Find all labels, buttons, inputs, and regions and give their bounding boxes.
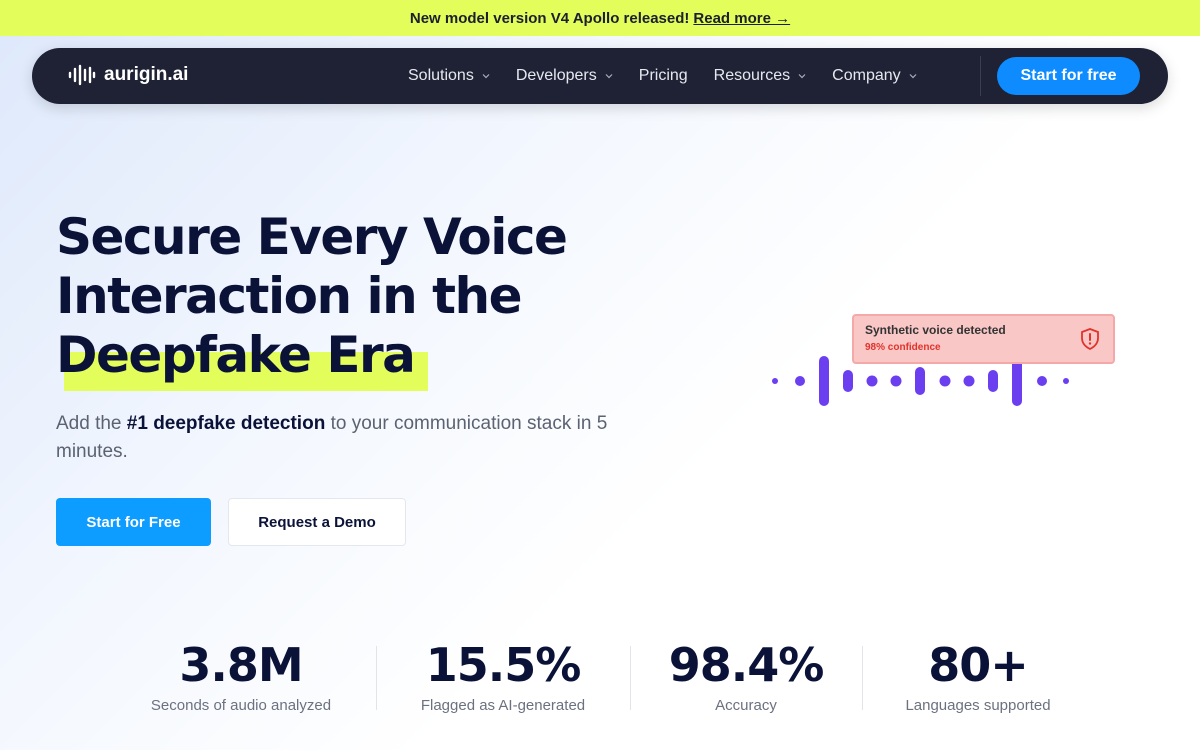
chevron (605, 74, 613, 79)
menu-label: Pricing (638, 67, 688, 84)
banner-text: New model version V4 Apollo released! (409, 9, 690, 27)
stat: 15.5% Flagged as AI-generated (383, 636, 623, 714)
menu-item[interactable]: Company (832, 67, 917, 85)
card-title: Synthetic voice detected (865, 323, 1006, 337)
menu-item[interactable]: Pricing (639, 67, 688, 85)
waveform (772, 356, 1069, 406)
detection-card: Synthetic voice detected 98% confidence (852, 314, 1115, 364)
nav-cta[interactable]: Start for free (997, 57, 1140, 95)
menu-item[interactable]: Solutions (408, 67, 490, 85)
navbar: aurigin.ai Solutions Developers Pricing Res… (32, 48, 1168, 104)
logo-icon (68, 64, 96, 86)
hero-title: Secure Every Voice Interaction in the De… (56, 208, 568, 391)
secondary-button[interactable]: Request a Demo (228, 498, 406, 546)
subtitle-strong: #1 deepfake detection (126, 413, 326, 434)
title-line: Secure Every Voice (56, 208, 568, 266)
subtitle-text: Add the (56, 413, 127, 434)
stat-label: Seconds of audio analyzed (150, 697, 332, 714)
stat-value: 15.5% (425, 638, 582, 692)
logo-text: aurigin.ai (104, 64, 189, 85)
stat-value: 3.8M (179, 638, 303, 692)
menu-item[interactable]: Developers (516, 67, 613, 85)
stat-divider (862, 646, 863, 710)
banner-link[interactable]: Read more → (693, 9, 791, 27)
menu: Solutions Developers Pricing Resources Compa… (408, 48, 917, 104)
card-confidence: 98% confidence (865, 342, 941, 353)
primary-button[interactable]: Start for Free (56, 498, 211, 546)
subtitle-text: to your communication stack in 5 minutes… (56, 413, 608, 462)
logo[interactable]: aurigin.ai (68, 64, 188, 86)
stat-value: 98.4% (668, 638, 825, 692)
shield-icon (1081, 328, 1099, 351)
stat-value: 80+ (928, 638, 1029, 692)
stat: 80+ Languages supported (858, 636, 1098, 714)
stat: 3.8M Seconds of audio analyzed (121, 636, 361, 714)
stat-label: Flagged as AI-generated (420, 697, 586, 714)
menu-label: Solutions (408, 67, 474, 84)
title-line: Interaction in the (56, 267, 523, 325)
menu-item[interactable]: Resources (714, 67, 806, 85)
announcement-banner: New model version V4 Apollo released! Re… (0, 0, 1200, 36)
stat-divider (376, 646, 377, 710)
menu-label: Resources (713, 67, 791, 84)
chevron (798, 74, 806, 79)
hero-subtitle: Add the #1 deepfake detection to your co… (56, 410, 656, 466)
stat-label: Accuracy (715, 697, 777, 714)
chevron (909, 74, 917, 79)
stat-divider (630, 646, 631, 710)
menu-label: Company (832, 67, 901, 84)
menu-label: Developers (515, 67, 597, 84)
stat: 98.4% Accuracy (626, 636, 866, 714)
chevron (482, 74, 490, 79)
stat-label: Languages supported (905, 697, 1051, 714)
title-highlight: Deepfake Era (56, 326, 429, 391)
nav-divider (980, 56, 981, 96)
